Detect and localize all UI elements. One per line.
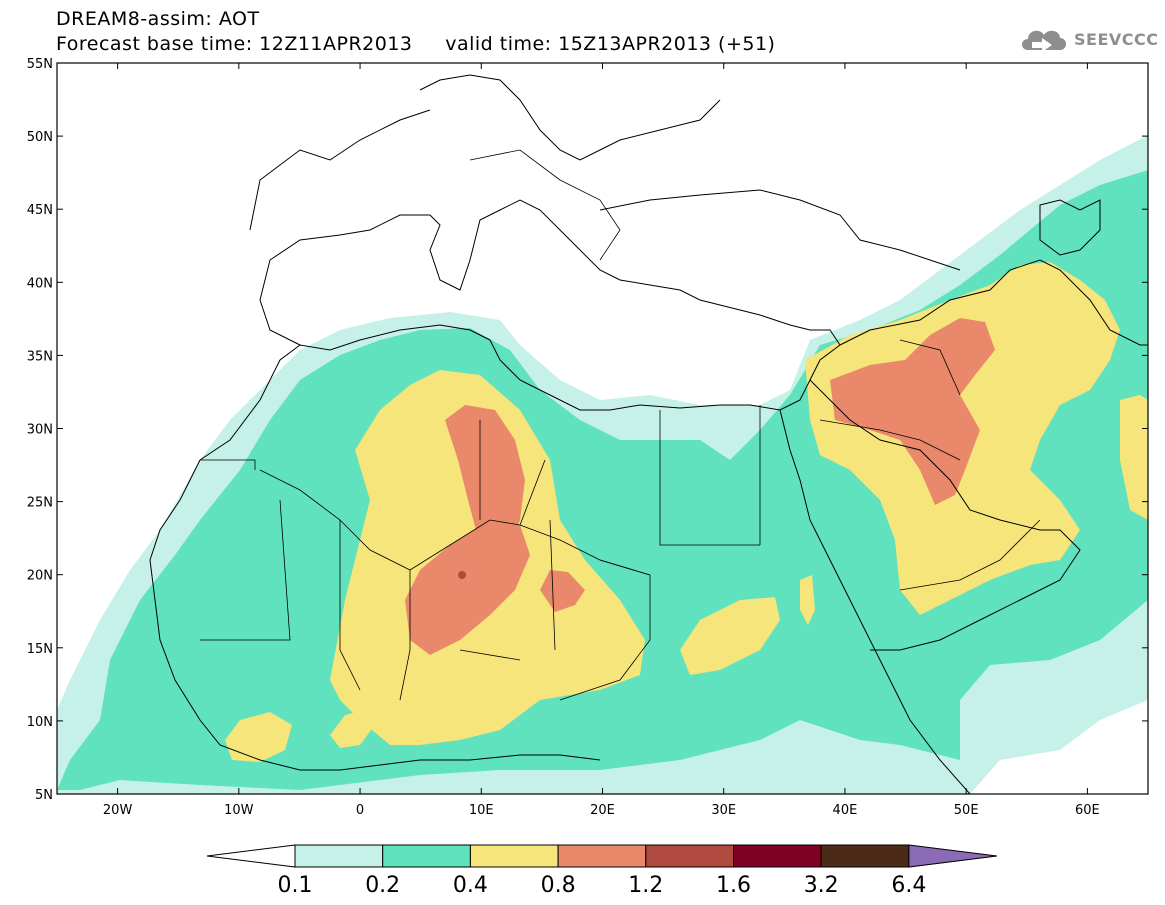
lat-tick-label: 20N	[27, 569, 53, 584]
colorbar-segment	[294, 844, 384, 868]
lon-tick-label: 30E	[711, 803, 736, 818]
colorbar: 0.1 0.2 0.4 0.8 1.2 1.6 3.2 6.4	[206, 844, 997, 898]
lat-tick-label: 10N	[27, 715, 53, 730]
lat-tick-label: 35N	[27, 349, 53, 364]
aot-field	[57, 63, 1148, 794]
colorbar-segment	[557, 844, 647, 868]
country-borders	[200, 149, 1041, 701]
colorbar-label: 1.2	[628, 873, 663, 898]
logo-text: SEEVCCC	[1074, 29, 1159, 49]
colorbar-segment	[469, 844, 559, 868]
lat-tick-label: 50N	[27, 130, 53, 145]
lon-tick-label: 40E	[833, 803, 858, 818]
lat-tick-label: 25N	[27, 496, 53, 511]
lon-tick-label: 10E	[469, 803, 494, 818]
lon-tick-label: 0	[356, 803, 364, 818]
title-line-2: Forecast base time: 12Z11APR2013 valid t…	[56, 33, 776, 55]
colorbar-label: 6.4	[891, 873, 926, 898]
aot-band-0.8-b	[405, 520, 530, 655]
aot-band-0.8-d	[830, 318, 995, 505]
colorbar-label: 3.2	[804, 873, 839, 898]
colorbar-segment	[382, 844, 471, 868]
colorbar-segment	[820, 844, 910, 868]
lon-tick-label: 20W	[103, 803, 133, 818]
aot-band-0.4-g	[800, 575, 815, 625]
lat-tick-label: 15N	[27, 642, 53, 657]
colorbar-label: 1.6	[716, 873, 751, 898]
colorbar-label: 0.1	[278, 873, 313, 898]
aot-band-0.4-f	[1120, 395, 1148, 520]
title-line-1: DREAM8-assim: AOT	[56, 8, 260, 30]
lat-tick-label: 45N	[27, 203, 53, 218]
aot-band-0.8-c	[540, 570, 585, 612]
aot-band-0.4-b	[680, 597, 780, 675]
coastlines	[149, 74, 1148, 794]
aot-band-0.4-c	[225, 712, 292, 762]
cloud-logo-icon	[1022, 30, 1066, 52]
aot-band-0.4-d	[330, 710, 375, 748]
lat-tick-label: 55N	[27, 57, 53, 72]
lon-tick-label: 60E	[1075, 803, 1100, 818]
colorbar-segment	[733, 844, 822, 868]
lat-tick-label: 30N	[27, 423, 53, 438]
lon-tick-label: 20E	[590, 803, 615, 818]
aot-band-0.2	[57, 170, 1148, 790]
colorbar-over-arrow	[908, 844, 997, 868]
colorbar-under-arrow	[206, 844, 296, 868]
aot-band-0.8-a	[445, 405, 525, 545]
aot-max-spot	[458, 571, 466, 579]
seevccc-logo: SEEVCCC	[1018, 24, 1159, 54]
colorbar-label: 0.2	[365, 873, 400, 898]
lon-tick-label: 50E	[954, 803, 979, 818]
latitude-axis: 55N 50N 45N 40N 35N 30N 25N 20N 15N 10N 5N	[27, 57, 1148, 803]
colorbar-label: 0.4	[453, 873, 488, 898]
longitude-axis: 20W 10W 0 10E 20E 30E 40E 50E 60E	[103, 63, 1100, 818]
lon-tick-label: 10W	[224, 803, 254, 818]
lat-tick-label: 5N	[35, 788, 53, 803]
lat-tick-label: 40N	[27, 276, 53, 291]
colorbar-label: 0.8	[541, 873, 576, 898]
colorbar-segment	[645, 844, 734, 868]
